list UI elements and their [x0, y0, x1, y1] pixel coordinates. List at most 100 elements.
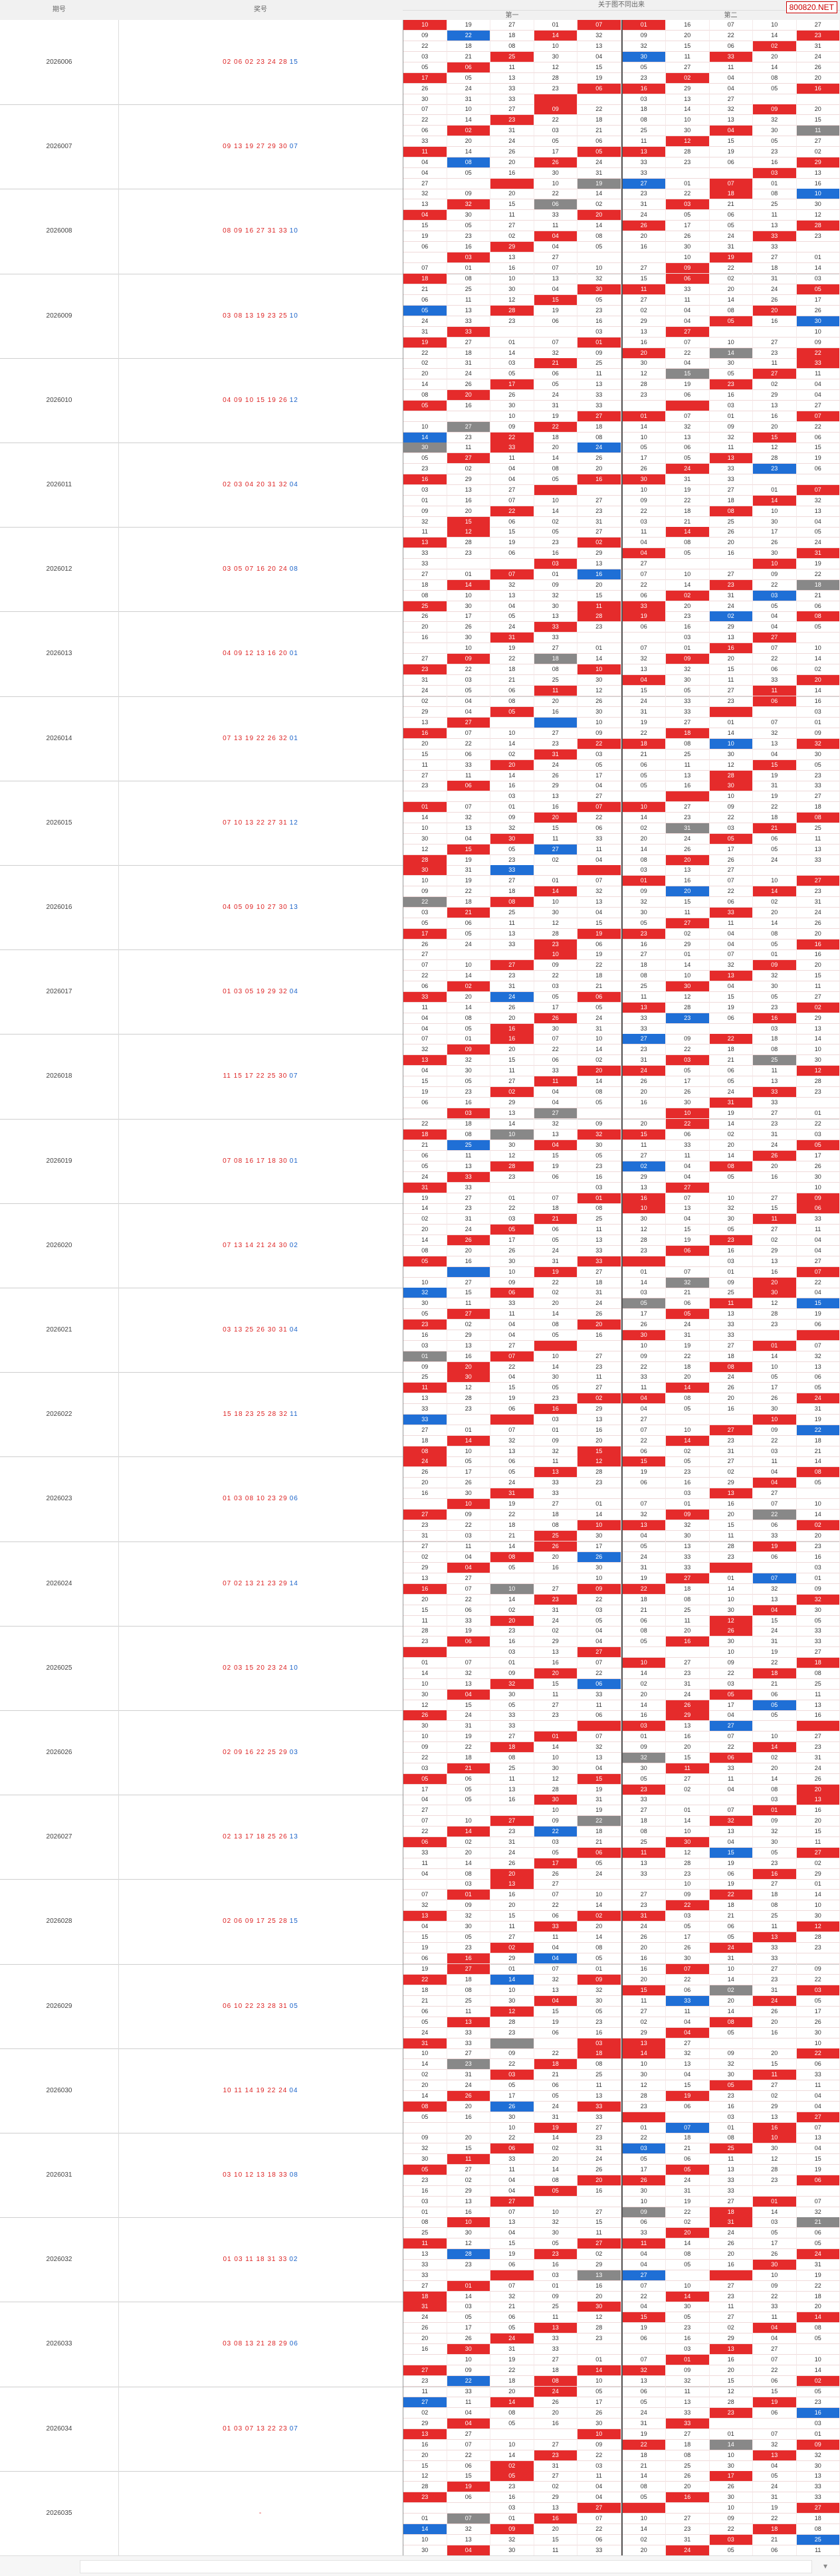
grid-cell: 15: [753, 433, 797, 443]
grid-cell: 06: [797, 2228, 840, 2238]
grid-cell: 26: [403, 940, 447, 950]
grid-cell: 26: [403, 1467, 447, 1478]
grid-cell: 06: [490, 2312, 534, 2323]
grid-cell: 14: [578, 1510, 621, 1520]
brand-badge[interactable]: 800820.NET: [786, 1, 837, 13]
grid-cell: 07: [534, 1890, 578, 1900]
grid-cell: 09: [578, 348, 621, 359]
grid-cell: 26: [447, 2091, 491, 2102]
grid-cell: 32: [447, 199, 491, 210]
grid-cell: 04: [753, 2333, 797, 2344]
grid-cell: 16: [666, 876, 710, 886]
grid-cell: 05: [797, 2387, 840, 2397]
grid-cell: 06: [710, 1922, 754, 1932]
grid-cell: 20: [578, 1436, 621, 1446]
chevron-down-icon[interactable]: ▾: [819, 2560, 832, 2572]
grid-cell: 25: [578, 358, 621, 369]
grid-cell: 02: [490, 231, 534, 242]
grid-cell: 19: [797, 2270, 840, 2281]
grid-cell: 10: [710, 1964, 754, 1975]
grid-cell: 14: [403, 2091, 447, 2102]
grid-cell: 22: [447, 1595, 491, 1605]
grid-cell: 16: [447, 401, 491, 411]
grid-cell: 05: [403, 1309, 447, 1320]
grid-cell: 10: [666, 1425, 710, 1436]
grid-cell: 04: [490, 1330, 534, 1341]
horizontal-scrollbar[interactable]: [80, 2560, 812, 2573]
grid-cell: 31: [403, 1531, 447, 1541]
grid-cell: 07: [534, 338, 578, 348]
grid-cell: 14: [710, 1584, 754, 1595]
grid-cell: 11: [623, 1996, 667, 2007]
grid-cell: 32: [666, 664, 710, 675]
grid-cell: 11: [447, 2007, 491, 2017]
grid-cell: 14: [403, 2524, 447, 2535]
grid-cell: 06: [666, 2154, 710, 2165]
grid-cell: 03: [490, 1214, 534, 1225]
grid-subheader: 第一 第二: [403, 10, 840, 21]
grid-cell: 27: [797, 992, 840, 1003]
grid-cell: 27: [797, 20, 840, 31]
grid-cell: 12: [534, 918, 578, 929]
grid-cell: 31: [666, 1679, 710, 1690]
grid-cell: 32: [797, 739, 840, 749]
grid-cell: 19: [578, 1785, 621, 1795]
grid-cell: 32: [578, 1742, 621, 1753]
grid-cell: 04: [447, 2545, 491, 2556]
grid-cell: 15: [447, 1288, 491, 1298]
grid-cell: 10: [797, 1183, 840, 1193]
grid-cell: 06: [447, 1774, 491, 1785]
grid-cell: 27: [403, 1510, 447, 1520]
grid-cell: 14: [490, 2450, 534, 2461]
grid-cell: 14: [710, 2007, 754, 2017]
grid-cell: 30: [490, 1140, 534, 1151]
grid-cell: [403, 1267, 447, 1278]
grid-cell: 13: [447, 2017, 491, 2028]
grid-cell: 12: [710, 1616, 754, 1627]
grid-cell: 06: [490, 686, 534, 696]
grid-cell: 10: [753, 2270, 797, 2281]
grid-cell: [447, 2503, 491, 2514]
grid-cell: 31: [753, 781, 797, 791]
grid-cell: [447, 411, 491, 422]
grid-cell: 02: [403, 1214, 447, 1225]
grid-cell: [534, 1721, 578, 1732]
grid-cell: 16: [666, 20, 710, 31]
red-balls: 08 09 16 27 31 33: [223, 227, 288, 235]
grid-cell: 26: [623, 1932, 667, 1943]
grid-cell: 07: [753, 2355, 797, 2365]
grid-cell: 32: [578, 886, 621, 897]
grid-cell: 17: [753, 2238, 797, 2249]
grid-cell: [578, 485, 621, 496]
grid-cell: 09: [753, 1816, 797, 1827]
grid-cell: 30: [710, 781, 754, 791]
grid-cell: 16: [447, 2207, 491, 2218]
grid-cell: 14: [753, 918, 797, 929]
grid-cell: 33: [578, 2112, 621, 2123]
grid-cell: 08: [753, 1900, 797, 1911]
grid-cell: 22: [447, 739, 491, 749]
grid-cell: 05: [534, 1848, 578, 1858]
grid-cell: 22: [534, 422, 578, 433]
grid-cell: 33: [578, 1246, 621, 1256]
grid-cell: 09: [578, 1119, 621, 1130]
grid-cell: 06: [753, 834, 797, 844]
grid-cell: 27: [666, 802, 710, 813]
red-balls: 09 13 19 27 29 30: [223, 143, 288, 150]
grid-cell: 26: [403, 2323, 447, 2333]
grid-cell: 26: [666, 1700, 710, 1711]
grid-cell: 13: [666, 2397, 710, 2408]
grid-cell: 18: [623, 1816, 667, 1827]
grid-cell: [753, 94, 797, 105]
grid-cell: 24: [710, 1087, 754, 1098]
grid-cell: [797, 1330, 840, 1341]
grid-cell: 30: [578, 1140, 621, 1151]
grid-cell: 17: [710, 2471, 754, 2482]
